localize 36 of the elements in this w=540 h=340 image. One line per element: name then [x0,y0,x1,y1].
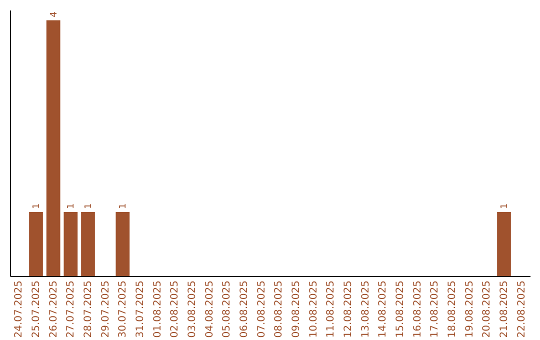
x-tick-label: 07.08.2025 [256,280,268,338]
x-tick-label: 12.08.2025 [343,280,354,338]
data-label: 1 [118,203,129,210]
x-tick-label: 20.08.2025 [482,280,493,338]
x-tick-label: 01.08.2025 [152,280,164,338]
x-tick-label: 05.08.2025 [222,280,233,338]
x-tick-label: 18.08.2025 [447,280,458,338]
x-tick-label: 06.08.2025 [239,280,250,338]
x-tick-label: 02.08.2025 [170,280,181,338]
x-tick-label: 22.08.2025 [516,280,528,338]
data-label: 1 [66,203,77,210]
x-tick-label: 04.08.2025 [204,280,216,338]
data-label: 1 [84,203,94,210]
x-tick-label: 19.08.2025 [464,280,476,338]
x-tick-label: 21.08.2025 [499,280,510,338]
x-tick-label: 27.07.2025 [66,280,77,338]
x-tick-label: 08.08.2025 [274,280,285,338]
x-tick-label: 26.07.2025 [48,280,60,338]
x-tick-label: 31.07.2025 [135,280,146,338]
data-label: 1 [500,203,510,210]
x-tick-label: 16.08.2025 [412,280,424,338]
data-label: 1 [32,203,42,210]
x-tick-label: 25.07.2025 [31,280,42,338]
x-tick-label: 29.07.2025 [100,280,112,338]
x-tick-label: 30.07.2025 [118,280,129,338]
x-tick-label: 14.08.2025 [378,280,389,338]
data-label: 4 [49,11,60,18]
x-tick-label: 28.07.2025 [83,280,94,338]
x-tick-label: 15.08.2025 [395,280,406,338]
x-tick-label: 10.08.2025 [308,280,320,338]
x-tick-label: 09.08.2025 [291,280,302,338]
x-tick-label: 11.08.2025 [326,280,337,338]
x-tick-label: 24.07.2025 [14,280,25,338]
x-tick-label: 03.08.2025 [187,280,198,338]
x-tick-label: 13.08.2025 [360,280,372,338]
x-tick-label: 17.08.2025 [430,280,441,338]
